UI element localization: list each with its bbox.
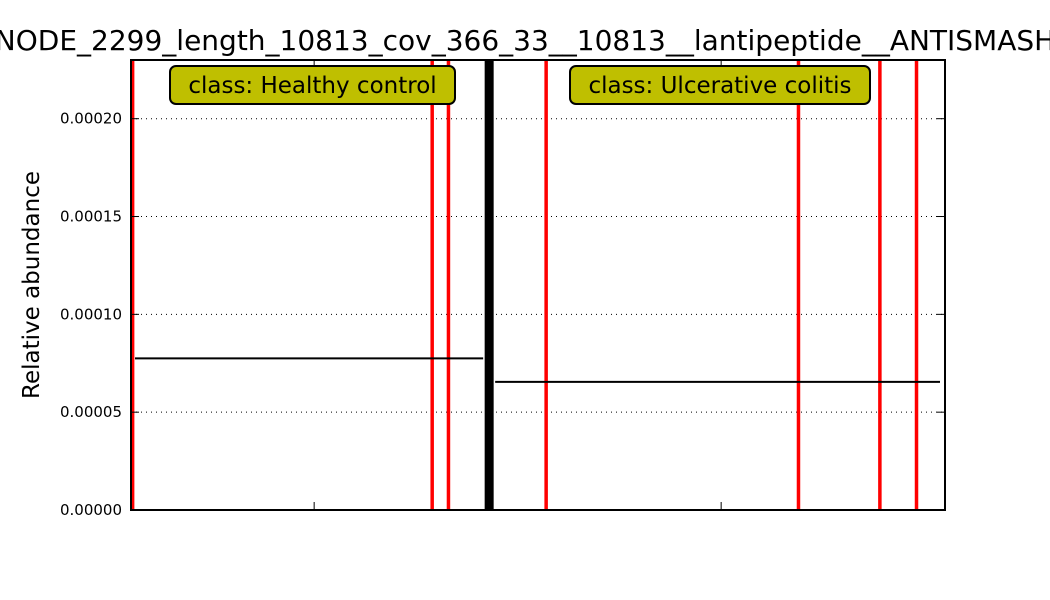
class-label-box (569, 65, 871, 105)
means-layer (135, 357, 940, 383)
y-tick-label: 0.00000 (60, 501, 122, 519)
y-tick-label: 0.00020 (60, 110, 122, 128)
class-label-box (169, 65, 456, 105)
labels-layer: class: Healthy control class: Ulcerative … (169, 65, 871, 105)
class-label: class: Healthy control (188, 73, 436, 99)
ticks-layer: 0.00000 0.00005 0.00010 0.00015 0.00020 (60, 60, 945, 519)
y-tick-label: 0.00015 (60, 208, 122, 226)
chart-title: NODE_2299_length_10813_cov_366_33__10813… (0, 24, 1050, 57)
plot-frame (130, 59, 946, 511)
y-axis-label: Relative abundance (19, 171, 45, 399)
class-label: class: Ulcerative colitis (588, 73, 851, 99)
grid-layer (131, 118, 945, 413)
y-tick-label: 0.00005 (60, 403, 122, 421)
y-tick-label: 0.00010 (60, 305, 122, 323)
bars-layer (130, 60, 919, 510)
